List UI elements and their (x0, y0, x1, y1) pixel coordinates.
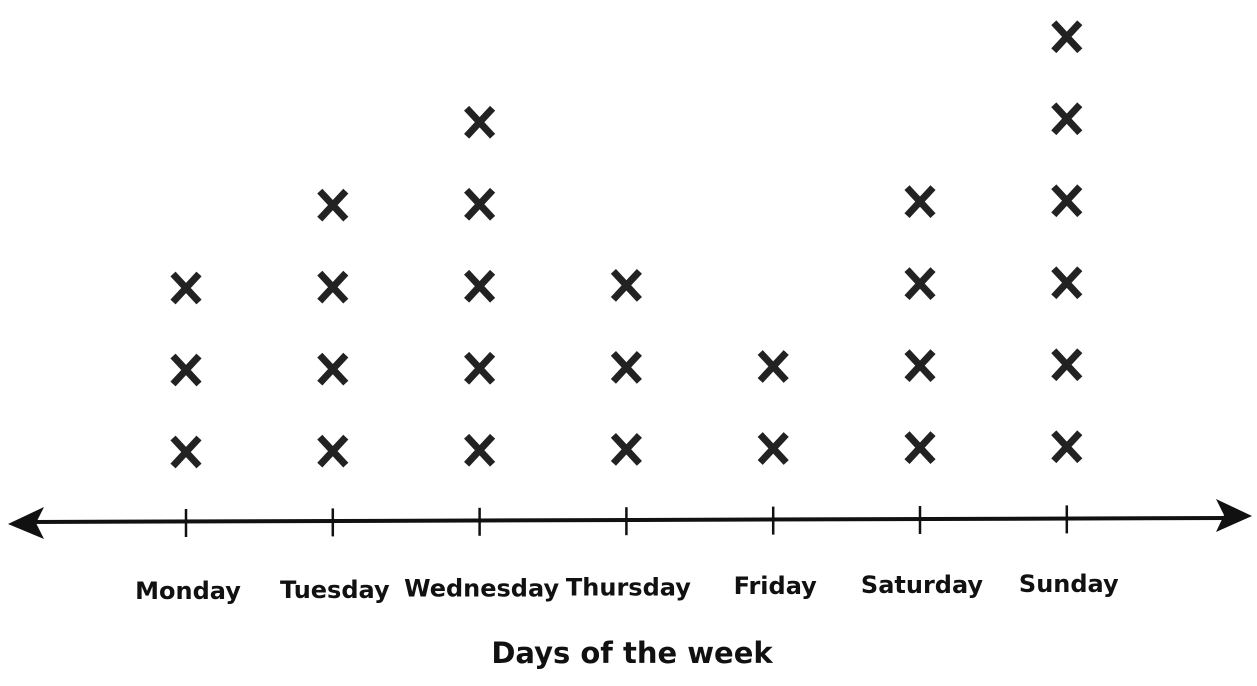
x-mark-column (757, 350, 789, 465)
x-mark (757, 432, 789, 465)
x-mark (1051, 20, 1083, 54)
x-mark (464, 433, 496, 467)
x-mark (1051, 184, 1083, 218)
x-mark-column (464, 105, 496, 467)
x-mark (904, 431, 936, 464)
x-mark (1051, 430, 1083, 464)
x-mark (464, 351, 496, 385)
x-mark (317, 270, 349, 304)
x-tick-label: Tuesday (280, 576, 390, 604)
x-mark (464, 187, 496, 221)
x-mark (170, 435, 202, 469)
x-mark (1051, 266, 1083, 300)
x-tick-label: Friday (734, 572, 818, 600)
x-mark (317, 352, 349, 386)
x-mark (317, 434, 349, 468)
x-tick-label: Saturday (861, 571, 984, 599)
x-tick-label: Monday (135, 577, 241, 605)
x-mark (1051, 102, 1083, 136)
x-mark (904, 267, 936, 300)
x-tick-label: Wednesday (404, 575, 559, 603)
x-mark (904, 185, 936, 218)
x-mark-column (1051, 20, 1083, 464)
x-mark (610, 432, 642, 466)
x-axis-label: Days of the week (491, 636, 773, 670)
x-mark (1051, 348, 1083, 382)
x-tick-label: Thursday (566, 573, 691, 601)
x-mark-column (170, 271, 202, 469)
x-mark (610, 350, 642, 384)
right-arrow (1216, 499, 1252, 532)
x-mark (757, 350, 789, 383)
x-mark (464, 105, 496, 139)
x-mark-column (610, 268, 642, 466)
left-arrow (8, 507, 44, 539)
x-mark (464, 269, 496, 303)
x-mark-column (317, 188, 349, 468)
x-mark (170, 353, 202, 387)
x-mark (610, 268, 642, 302)
x-tick-label: Sunday (1019, 570, 1119, 598)
number-line (29, 516, 1231, 524)
x-mark (317, 188, 349, 222)
x-mark-column (904, 185, 936, 464)
x-mark (170, 271, 202, 305)
x-mark (904, 349, 936, 382)
